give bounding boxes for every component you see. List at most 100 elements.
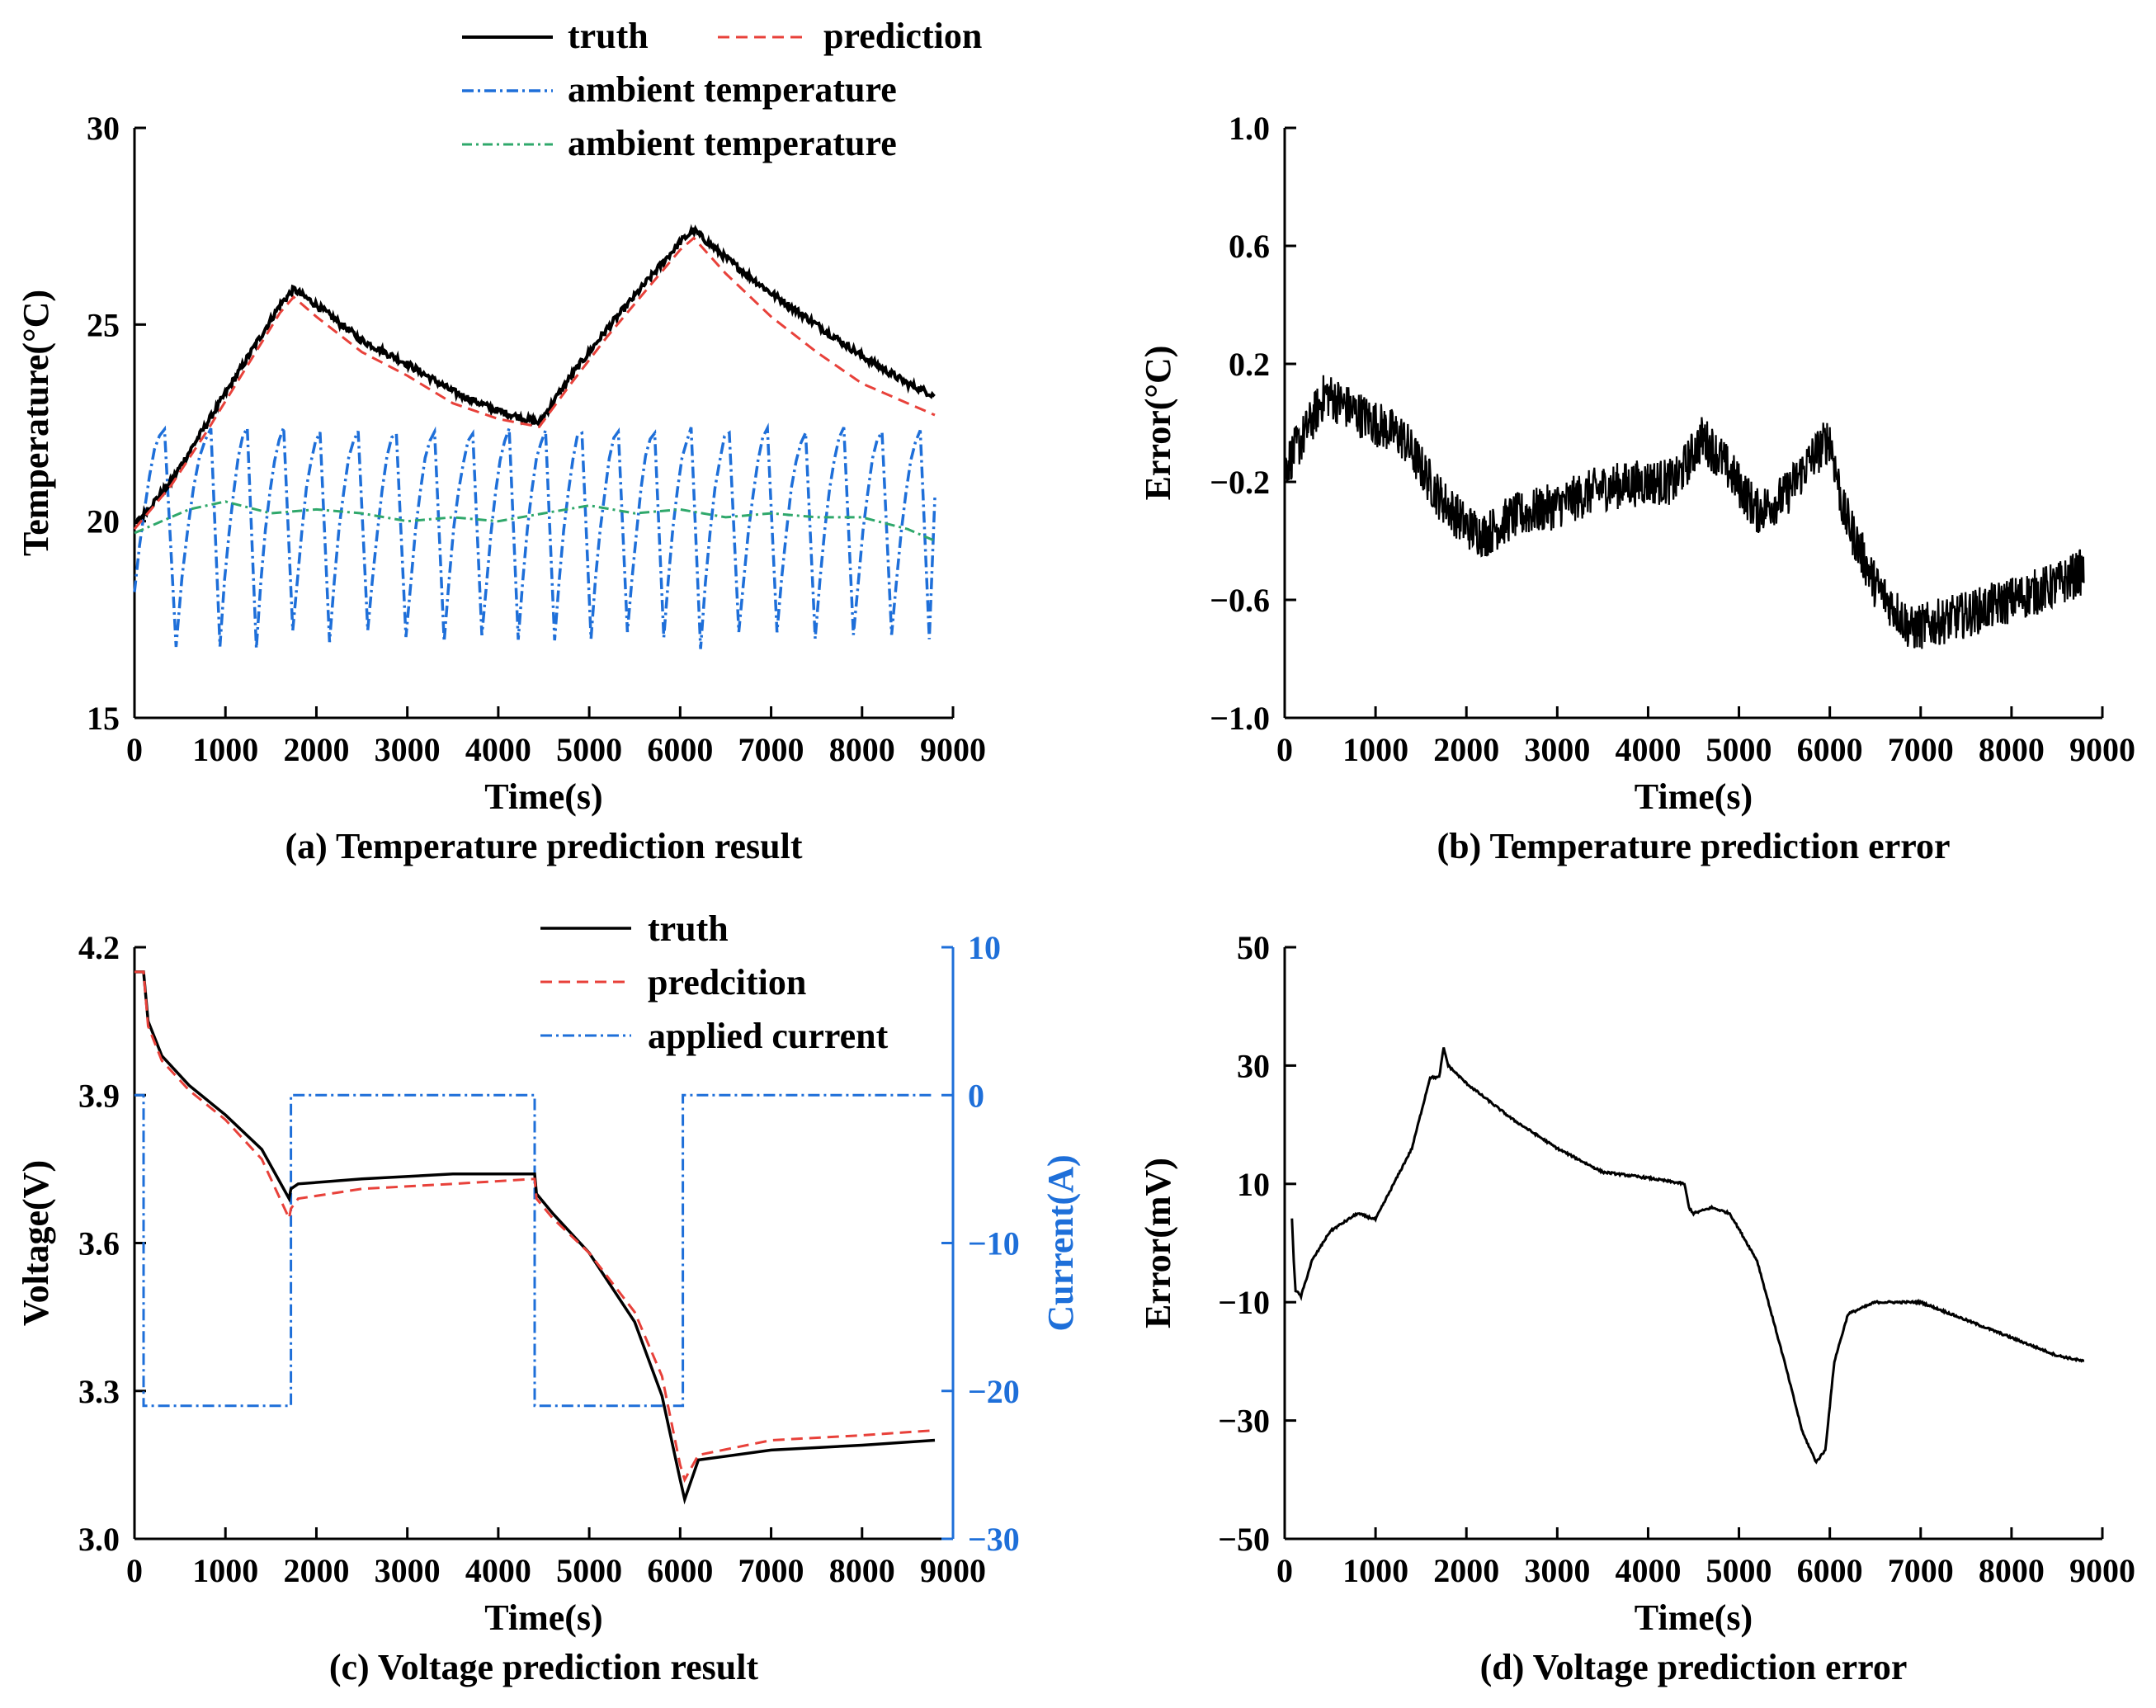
x-tick-label-d: 1000 xyxy=(1342,1552,1408,1589)
legend-label-ambient2-a: ambient temperature xyxy=(568,123,897,163)
y2-axis-title-c: Current(A) xyxy=(1040,1154,1081,1331)
x-axis-title-d: Time(s) xyxy=(1635,1597,1753,1638)
x-tick-label-a: 3000 xyxy=(375,731,441,768)
series-prediction-c xyxy=(134,970,936,1484)
x-tick-label-c: 0 xyxy=(126,1552,143,1589)
series-error-d xyxy=(1290,1047,2085,1465)
x-tick-label-d: 9000 xyxy=(2069,1552,2135,1589)
x-tick-label-a: 1000 xyxy=(192,731,258,768)
series-error-b xyxy=(1283,375,2085,649)
y-tick-label-a: 15 xyxy=(87,700,120,737)
x-axis-title-c: Time(s) xyxy=(484,1597,602,1638)
y2-tick-label-c: −10 xyxy=(968,1225,1020,1262)
x-tick-label-b: 1000 xyxy=(1342,731,1408,768)
legend-a: truth prediction ambient temperature ambien… xyxy=(462,16,982,163)
x-tick-label-a: 2000 xyxy=(283,731,349,768)
x-tick-label-d: 6000 xyxy=(1797,1552,1863,1589)
legend-label-prediction-a: prediction xyxy=(823,16,982,56)
x-tick-label-b: 5000 xyxy=(1706,731,1772,768)
panel-d: 0 1000 2000 3000 4000 5000 6000 7000 8000 9000 −50… xyxy=(1138,929,2135,1687)
y-tick-label-c: 3.9 xyxy=(78,1077,120,1114)
caption-b: (b) Temperature prediction error xyxy=(1437,826,1950,866)
x-tick-label-d: 5000 xyxy=(1706,1552,1772,1589)
x-tick-label-d: 3000 xyxy=(1524,1552,1590,1589)
x-tick-label-c: 4000 xyxy=(465,1552,531,1589)
caption-d: (d) Voltage prediction error xyxy=(1480,1647,1908,1687)
x-tick-label-a: 0 xyxy=(126,731,143,768)
caption-a: (a) Temperature prediction result xyxy=(285,826,803,866)
y-tick-label-c: 3.0 xyxy=(78,1521,120,1558)
x-tick-label-c: 2000 xyxy=(283,1552,349,1589)
y-tick-label-b: 0.6 xyxy=(1229,228,1270,265)
y-tick-label-d: 50 xyxy=(1237,929,1270,966)
y-tick-label-b: 0.2 xyxy=(1229,346,1270,383)
x-tick-label-c: 8000 xyxy=(829,1552,895,1589)
legend-c: truth predcition applied current xyxy=(540,908,889,1056)
y-tick-label-b: −0.2 xyxy=(1210,464,1270,501)
legend-label-prediction-c: predcition xyxy=(648,962,806,1003)
x-tick-label-d: 7000 xyxy=(1888,1552,1954,1589)
x-tick-label-d: 8000 xyxy=(1979,1552,2045,1589)
y-tick-label-c: 3.3 xyxy=(78,1373,120,1410)
x-tick-label-c: 6000 xyxy=(647,1552,713,1589)
series-truth-c xyxy=(134,970,936,1505)
y-tick-label-d: 30 xyxy=(1237,1047,1270,1084)
x-tick-label-b: 0 xyxy=(1276,731,1293,768)
x-tick-label-b: 3000 xyxy=(1524,731,1590,768)
y-tick-label-b: −0.6 xyxy=(1210,582,1270,619)
x-tick-label-c: 1000 xyxy=(192,1552,258,1589)
y-tick-label-a: 30 xyxy=(87,110,120,147)
panel-b: 0 1000 2000 3000 4000 5000 6000 7000 8000 9000 −1.… xyxy=(1138,110,2135,866)
x-tick-label-a: 8000 xyxy=(829,731,895,768)
y-axis-title-d: Error(mV) xyxy=(1138,1158,1178,1328)
x-tick-label-b: 7000 xyxy=(1888,731,1954,768)
x-tick-label-b: 2000 xyxy=(1433,731,1499,768)
x-tick-label-b: 9000 xyxy=(2069,731,2135,768)
y-tick-label-a: 25 xyxy=(87,306,120,343)
x-tick-label-a: 6000 xyxy=(647,731,713,768)
panel-a: 0 1000 2000 3000 4000 5000 6000 7000 8000 9000 15 2… xyxy=(16,16,986,866)
x-tick-label-c: 9000 xyxy=(920,1552,986,1589)
legend-label-truth-a: truth xyxy=(568,16,649,56)
series-current-c xyxy=(134,1093,935,1408)
x-tick-label-a: 9000 xyxy=(920,731,986,768)
y-axis-title-c: Voltage(V) xyxy=(16,1160,56,1326)
y2-tick-label-c: 0 xyxy=(968,1077,984,1114)
x-tick-label-c: 5000 xyxy=(556,1552,622,1589)
x-tick-label-b: 4000 xyxy=(1615,731,1681,768)
y-tick-label-b: 1.0 xyxy=(1229,110,1270,147)
panel-c: 0 1000 2000 3000 4000 5000 6000 7000 8000 9000 3.0… xyxy=(16,908,1081,1687)
x-axis-title-b: Time(s) xyxy=(1635,776,1753,817)
y-tick-label-a: 20 xyxy=(87,503,120,540)
legend-label-ambient1-a: ambient temperature xyxy=(568,69,897,110)
x-tick-label-d: 4000 xyxy=(1615,1552,1681,1589)
caption-c: (c) Voltage prediction result xyxy=(329,1647,759,1687)
legend-label-truth-c: truth xyxy=(648,908,729,949)
x-tick-label-b: 6000 xyxy=(1797,731,1863,768)
x-tick-label-a: 7000 xyxy=(738,731,804,768)
y-axis-title-a: Temperature(°C) xyxy=(16,290,56,556)
y2-tick-label-c: −30 xyxy=(968,1521,1020,1558)
x-tick-label-d: 2000 xyxy=(1433,1552,1499,1589)
y2-tick-label-c: −20 xyxy=(968,1373,1020,1410)
y-axis-title-b: Error(°C) xyxy=(1138,346,1178,501)
x-tick-label-a: 5000 xyxy=(556,731,622,768)
legend-label-current-c: applied current xyxy=(648,1016,889,1056)
series-ambient2-a xyxy=(134,500,936,542)
y-tick-label-d: 10 xyxy=(1237,1166,1270,1203)
x-axis-title-a: Time(s) xyxy=(484,776,602,817)
series-truth-a xyxy=(134,224,936,525)
y-tick-label-d: −30 xyxy=(1218,1403,1270,1440)
y-tick-label-d: −50 xyxy=(1218,1521,1270,1558)
y-tick-label-b: −1.0 xyxy=(1210,700,1270,737)
y-tick-label-c: 4.2 xyxy=(78,929,120,966)
x-tick-label-a: 4000 xyxy=(465,731,531,768)
series-prediction-a xyxy=(133,236,936,531)
x-tick-label-c: 3000 xyxy=(375,1552,441,1589)
y2-tick-label-c: 10 xyxy=(968,929,1001,966)
y-tick-label-d: −10 xyxy=(1218,1284,1270,1321)
x-tick-label-b: 8000 xyxy=(1979,731,2045,768)
y-tick-label-c: 3.6 xyxy=(78,1225,120,1262)
x-tick-label-c: 7000 xyxy=(738,1552,804,1589)
